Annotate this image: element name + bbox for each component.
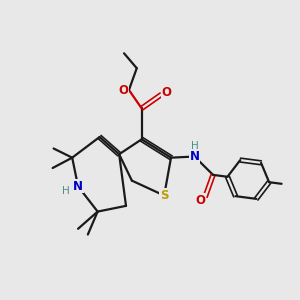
Text: O: O [162, 86, 172, 99]
Text: S: S [160, 189, 168, 202]
Text: H: H [61, 186, 69, 196]
Text: O: O [118, 83, 128, 97]
Text: H: H [190, 141, 198, 151]
Text: O: O [196, 194, 206, 207]
Text: N: N [73, 180, 83, 193]
Text: N: N [190, 150, 200, 163]
